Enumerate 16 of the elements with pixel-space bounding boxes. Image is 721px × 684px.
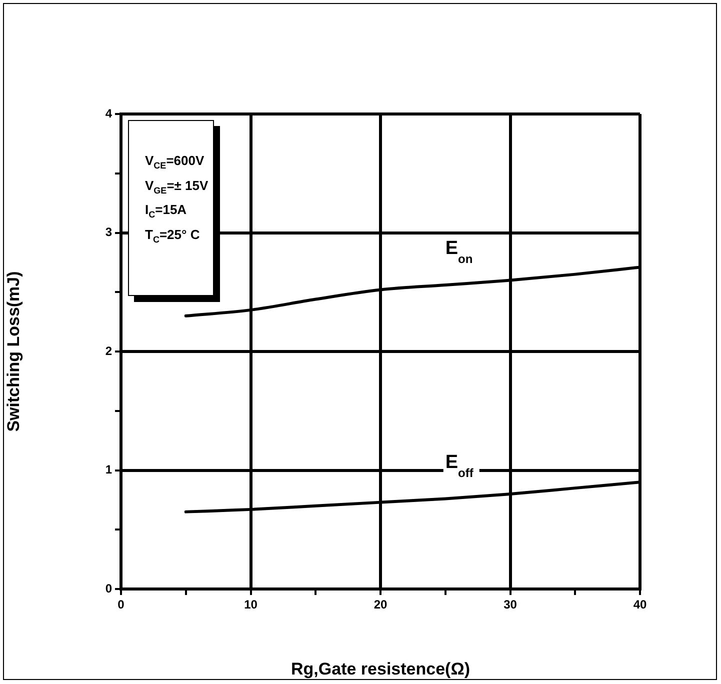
annotation: V$_{GE}$=± 15V [145,176,210,198]
annotation: T$_{C}$=25° C [145,226,201,246]
x-tick-label: 30 [504,598,518,612]
x-tick-label: 20 [374,598,388,612]
x-axis-title: Rg,Gate resistence(Ω) [291,659,470,678]
y-tick-label: 2 [105,344,112,358]
y-tick-label: 3 [105,225,112,240]
x-tick-label: 10 [244,598,258,612]
x-tick-label: 0 [118,598,125,612]
x-tick-label: 40 [633,598,647,612]
y-axis-title: Switching Loss(mJ) [4,271,23,432]
y-tick-label: 4 [105,106,112,120]
annotation: I$_{C}$=15A [145,201,188,222]
annotation: V$_{CE}$=600V [145,152,206,173]
y-tick-label: 1 [105,462,112,477]
y-tick-label: 0 [105,581,112,596]
